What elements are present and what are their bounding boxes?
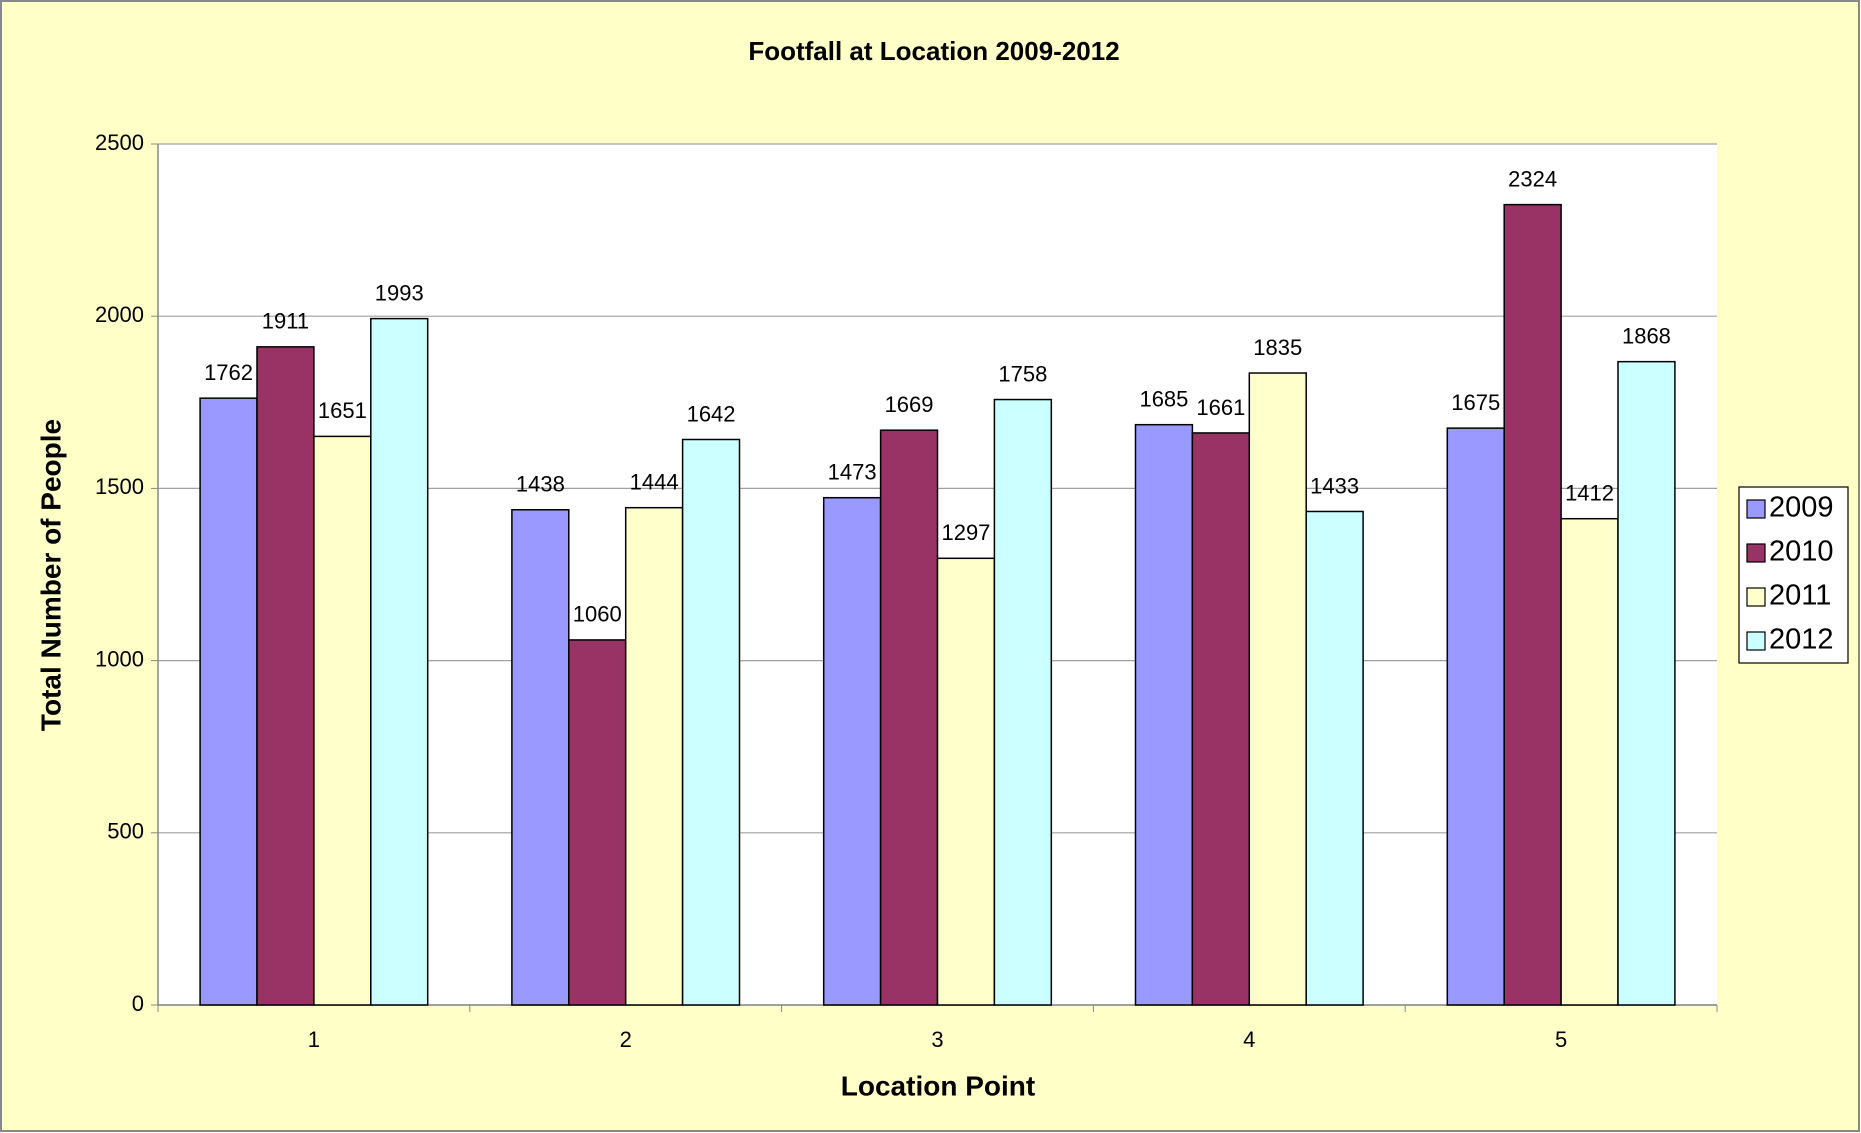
legend-label: 2009 [1769, 492, 1834, 524]
bar [1617, 360, 1676, 1006]
x-tick-label: 3 [931, 1027, 943, 1052]
legend-swatch [1746, 499, 1766, 519]
bar [1191, 432, 1251, 1006]
x-tick-label: 4 [1243, 1027, 1255, 1052]
y-tick-label: 2500 [95, 130, 144, 155]
bar [1305, 510, 1364, 1006]
x-axis-label: Location Point [841, 1070, 1035, 1101]
data-label: 1868 [1622, 323, 1671, 348]
data-label: 1651 [318, 398, 367, 423]
y-tick-label: 1500 [95, 474, 144, 499]
legend-swatch [1746, 631, 1766, 651]
data-label: 1412 [1565, 481, 1614, 506]
bar [822, 496, 882, 1006]
data-label: 1993 [375, 280, 424, 305]
bar [1248, 372, 1307, 1006]
data-label: 1675 [1451, 390, 1500, 415]
bar [624, 506, 684, 1006]
x-tick-label: 2 [620, 1027, 632, 1052]
legend-label: 2010 [1769, 536, 1834, 568]
bar [568, 639, 627, 1006]
bar [370, 317, 429, 1006]
legend-label: 2011 [1769, 580, 1831, 612]
bar [681, 438, 741, 1006]
data-label: 1685 [1139, 386, 1188, 411]
y-tick-label: 1000 [95, 646, 144, 671]
data-label: 1060 [573, 602, 622, 627]
y-tick-label: 500 [107, 819, 144, 844]
bar [1446, 427, 1505, 1006]
bar [1134, 423, 1194, 1006]
x-tick-label: 1 [308, 1027, 320, 1052]
legend-swatch [1746, 587, 1766, 607]
y-tick-label: 2000 [95, 302, 144, 327]
chart-title: Footfall at Location 2009-2012 [748, 36, 1119, 66]
bar [1560, 517, 1619, 1006]
data-label: 1669 [885, 392, 934, 417]
data-label: 1642 [687, 401, 736, 426]
legend-label: 2012 [1769, 624, 1834, 656]
data-label: 1661 [1196, 395, 1245, 420]
legend-swatch [1746, 543, 1766, 563]
data-label: 1911 [262, 309, 309, 334]
bar [936, 557, 996, 1006]
y-tick-label: 0 [132, 991, 144, 1016]
data-label: 1297 [941, 520, 990, 545]
bar [1503, 203, 1562, 1006]
bar [511, 509, 570, 1006]
data-label: 2324 [1508, 166, 1557, 191]
bar [993, 398, 1053, 1006]
data-label: 1433 [1310, 473, 1359, 498]
bar [199, 397, 258, 1006]
data-label: 1438 [516, 472, 565, 497]
data-label: 1473 [828, 460, 877, 485]
data-label: 1758 [998, 361, 1047, 386]
data-label: 1835 [1253, 335, 1302, 360]
data-label: 1762 [204, 360, 253, 385]
x-tick-label: 5 [1555, 1027, 1567, 1052]
bar [313, 435, 372, 1006]
y-axis-label: Total Number of People [35, 419, 66, 731]
bar [256, 346, 315, 1006]
bar [879, 429, 939, 1006]
data-label: 1444 [630, 469, 679, 494]
